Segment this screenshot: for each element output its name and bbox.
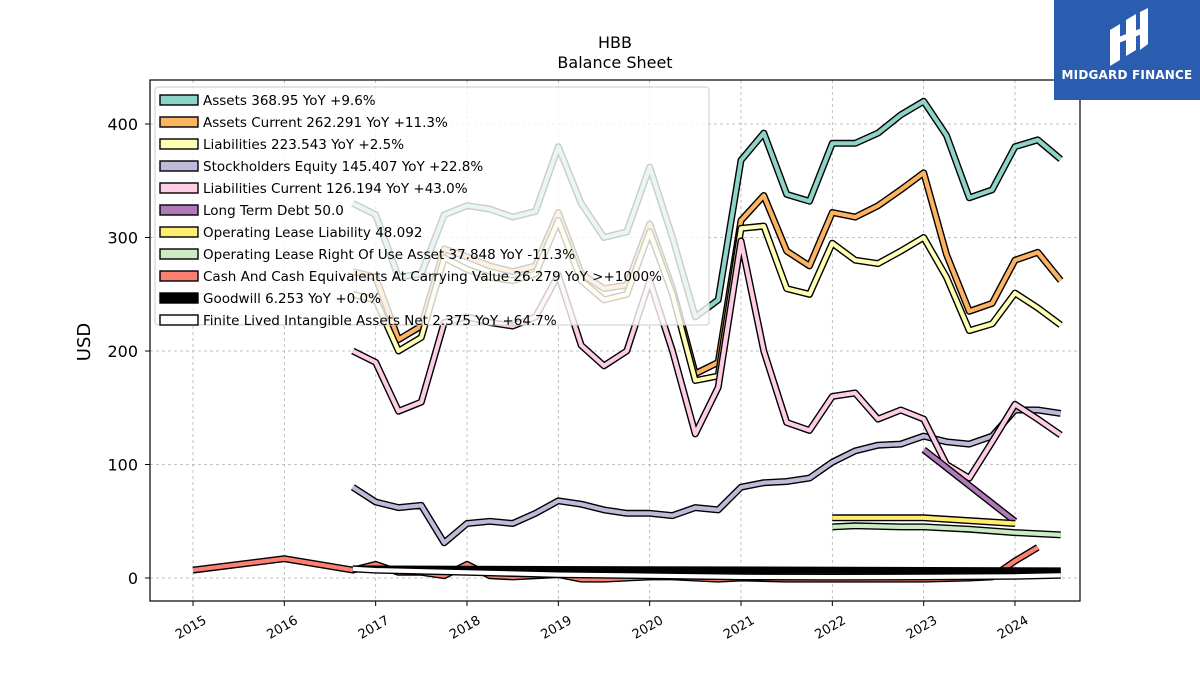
legend-item: Liabilities 223.543 YoY +2.5% (159, 137, 404, 153)
chart-title: HBB (598, 33, 632, 52)
legend-label: Assets 368.95 YoY +9.6% (203, 93, 376, 109)
plot-frame (149, 79, 1081, 602)
brand-logo-icon (1110, 8, 1148, 66)
legend-swatch (159, 204, 199, 216)
legend-swatch (159, 138, 199, 150)
series-line (832, 523, 1061, 537)
legend-label: Liabilities 223.543 YoY +2.5% (203, 137, 404, 153)
series-4 (350, 406, 1062, 547)
legend-item: Cash And Cash Equivalents At Carrying Va… (159, 269, 662, 285)
chart-subtitle: Balance Sheet (557, 53, 672, 72)
legend-swatch (159, 292, 199, 304)
legend-swatch (159, 226, 199, 238)
legend-item: Assets Current 262.291 YoY +11.3% (159, 115, 448, 131)
series-6 (921, 446, 1018, 525)
series-line (832, 515, 1016, 526)
legend-item: Goodwill 6.253 YoY +0.0% (159, 291, 381, 307)
legend-swatch (159, 94, 199, 106)
y-tick-label: 200 (107, 342, 138, 361)
legend-item: Assets 368.95 YoY +9.6% (159, 93, 376, 109)
brand-logo: MIDGARD FINANCE (1054, 0, 1200, 100)
legend-swatch (159, 314, 199, 326)
legend-label: Goodwill 6.253 YoY +0.0% (203, 291, 381, 307)
legend-label: Operating Lease Right Of Use Asset 37.84… (203, 247, 575, 263)
legend-item: Operating Lease Liability 48.092 (159, 225, 422, 241)
series-line (352, 566, 1061, 580)
legend-swatch (159, 248, 199, 260)
series-11 (352, 565, 1061, 581)
legend-label: Finite Lived Intangible Assets Net 2.375… (203, 313, 557, 329)
brand-name: MIDGARD FINANCE (1061, 68, 1193, 82)
legend-swatch (159, 182, 199, 194)
legend-item: Liabilities Current 126.194 YoY +43.0% (159, 181, 468, 197)
legend-swatch (159, 160, 199, 172)
legend-swatch (159, 116, 199, 128)
legend-item: Stockholders Equity 145.407 YoY +22.8% (159, 159, 483, 175)
legend-label: Assets Current 262.291 YoY +11.3% (203, 115, 448, 131)
series-line (351, 407, 1062, 545)
y-tick-label: 0 (128, 569, 138, 588)
legend-item: Operating Lease Right Of Use Asset 37.84… (159, 247, 575, 263)
legend-label: Cash And Cash Equivalents At Carrying Va… (203, 269, 662, 285)
legend: Assets 368.95 YoY +9.6% Assets Current 26… (154, 86, 710, 329)
y-tick-label: 400 (107, 115, 138, 134)
legend-label: Stockholders Equity 145.407 YoY +22.8% (203, 159, 483, 175)
series-8 (832, 522, 1061, 539)
legend-box (154, 86, 710, 326)
y-tick-label: 100 (107, 456, 138, 475)
legend-label: Liabilities Current 126.194 YoY +43.0% (203, 181, 468, 197)
y-tick-label: 300 (107, 229, 138, 248)
series-line (922, 448, 1017, 523)
series-7 (832, 514, 1016, 527)
legend-label: Operating Lease Liability 48.092 (203, 225, 422, 241)
legend-label: Long Term Debt 50.0 (203, 203, 344, 219)
legend-item: Long Term Debt 50.0 (159, 203, 344, 219)
legend-swatch (159, 270, 199, 282)
y-axis-label: USD (74, 323, 95, 361)
legend-item: Finite Lived Intangible Assets Net 2.375… (159, 313, 557, 329)
y-axis-ticks: 0 100 200 300 400 (107, 115, 150, 588)
